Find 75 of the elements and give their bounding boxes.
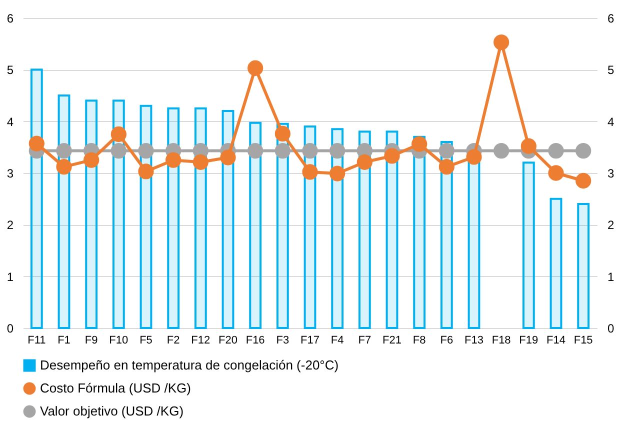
y-tick-label: 2 — [6, 218, 14, 232]
x-tick-label: F9 — [84, 334, 98, 346]
y-tick-label: 6 — [6, 12, 14, 26]
y2-tick-label: 2 — [608, 218, 614, 232]
point — [28, 136, 44, 152]
y2-tick-label: 4 — [608, 114, 614, 129]
x-tick-label: F14 — [546, 334, 566, 346]
x-tick-label: F18 — [492, 334, 511, 346]
point — [384, 148, 400, 164]
y-tick-label: 4 — [6, 114, 14, 129]
x-tick-label: F20 — [218, 334, 238, 346]
point — [302, 164, 318, 180]
x-tick-label: F3 — [276, 334, 290, 346]
point — [330, 166, 346, 182]
point — [330, 142, 346, 159]
x-tick-label: F5 — [140, 334, 152, 346]
x-tick-label: F16 — [246, 334, 265, 346]
point — [138, 142, 154, 159]
x-tick-label: F11 — [28, 334, 46, 346]
point — [56, 158, 72, 175]
point — [248, 60, 264, 76]
point — [56, 142, 72, 159]
y2-tick-label: 3 — [608, 166, 614, 180]
point — [548, 165, 564, 181]
point — [576, 142, 592, 159]
y-tick-label: 3 — [6, 166, 14, 180]
point — [110, 142, 126, 159]
x-tick-label: F4 — [330, 334, 344, 346]
y-tick-label: 0 — [6, 322, 14, 336]
point — [138, 164, 154, 180]
point — [110, 126, 126, 142]
x-tick-label: F1 — [58, 334, 70, 346]
y2-tick-label: 0 — [608, 322, 614, 336]
point — [274, 126, 290, 142]
bar — [249, 122, 262, 329]
y-tick-label: 1 — [6, 270, 14, 284]
legend-label: Costo Fórmula (USD /KG) — [40, 380, 191, 396]
legend-label: Desempeño en temperatura de congelación (-20°C) — [40, 358, 339, 372]
y2-tick-label: 6 — [608, 12, 614, 26]
x-tick-label: F8 — [412, 334, 426, 346]
x-tick-label: F2 — [166, 334, 180, 346]
legend-label: Valor objetivo (USD /KG) — [40, 404, 184, 418]
x-tick-label: F6 — [440, 334, 454, 346]
bar — [522, 162, 535, 329]
x-tick-label: F17 — [300, 334, 320, 346]
y2-tick-label: 1 — [608, 270, 614, 284]
y2-tick-label: 5 — [608, 63, 614, 78]
point — [466, 149, 482, 165]
point — [494, 34, 510, 50]
x-tick-label: F13 — [464, 334, 484, 346]
point — [166, 152, 182, 168]
point — [576, 172, 592, 189]
y-tick-label: 5 — [6, 63, 14, 78]
bar — [550, 198, 562, 329]
bar — [577, 203, 590, 329]
point — [438, 158, 454, 175]
point — [274, 142, 290, 159]
bar — [30, 68, 43, 329]
point — [84, 152, 100, 168]
point — [220, 150, 236, 166]
x-tick-label: F21 — [382, 334, 402, 346]
point — [520, 138, 536, 154]
x-tick-label: F19 — [519, 334, 538, 346]
point — [412, 136, 428, 152]
x-tick-label: F10 — [109, 334, 128, 346]
point — [302, 142, 318, 159]
x-tick-label: F15 — [574, 334, 593, 346]
point — [548, 142, 564, 159]
point — [248, 142, 264, 159]
point — [438, 142, 454, 159]
point — [494, 142, 510, 159]
x-tick-label: F7 — [358, 334, 372, 346]
point — [192, 154, 208, 170]
x-tick-label: F12 — [191, 334, 210, 346]
point — [356, 154, 372, 170]
